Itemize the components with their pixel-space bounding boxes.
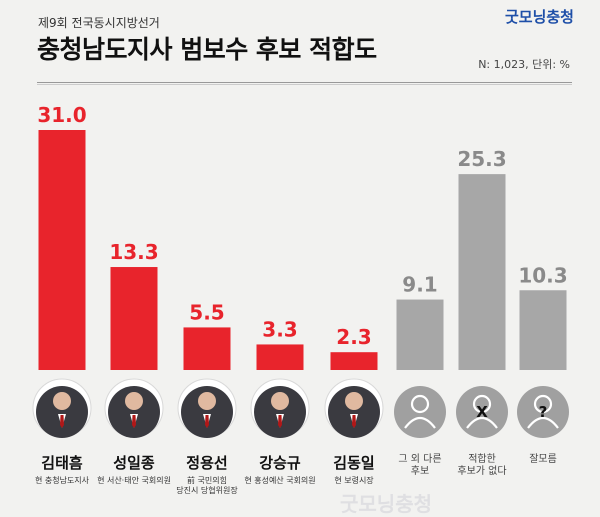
politician-photo-icon [254, 386, 306, 438]
face-icon [125, 392, 143, 410]
candidate-title: 현 충청남도지사 [35, 476, 90, 485]
brand-logo: 굿모닝충청 [504, 8, 574, 26]
bar [183, 327, 231, 370]
bar [110, 267, 158, 370]
header: 제9회 전국동시지방선거 충청남도지사 범보수 후보 적합도 굿모닝충청 N: … [0, 0, 600, 80]
bar [38, 130, 86, 370]
bar [396, 299, 444, 370]
election-eyebrow: 제9회 전국동시지방선거 [38, 16, 160, 30]
person-head-icon [533, 394, 553, 414]
candidate-title: 당진시 당협위원장 [176, 485, 238, 495]
data-label: 9.1 [402, 273, 437, 297]
bar [330, 352, 378, 370]
response-label: 후보가 없다 [457, 464, 506, 477]
bar [519, 290, 567, 370]
candidate-title: 현 보령시장 [334, 475, 374, 485]
person-body-icon [404, 416, 436, 429]
face-icon [53, 392, 71, 410]
candidate-name: 강승규 [259, 454, 301, 472]
politician-photo-icon [328, 386, 380, 438]
response-label: 적합한 [468, 453, 496, 465]
tie-icon [352, 415, 356, 428]
candidate-name: 성일종 [113, 454, 155, 472]
page-title: 충청남도지사 범보수 후보 적합도 [37, 35, 377, 64]
tie-icon [132, 415, 136, 428]
response-label: 잘모름 [529, 453, 557, 465]
question-icon: ? [539, 403, 548, 421]
politician-photo-icon [181, 386, 233, 438]
watermark: 굿모닝충청 [340, 492, 432, 516]
politician-photo-icon [108, 386, 160, 438]
candidate-name: 정용선 [186, 454, 227, 472]
data-label: 3.3 [262, 317, 297, 341]
person-body-icon [466, 416, 498, 429]
sample-meta: N: 1,023, 단위: % [478, 58, 570, 71]
data-label: 31.0 [37, 103, 86, 127]
politician-photo-icon [36, 386, 88, 438]
face-icon [345, 392, 363, 410]
data-label: 13.3 [109, 240, 158, 264]
candidate-name: 김태흠 [41, 454, 83, 472]
divider [37, 84, 572, 85]
face-icon [271, 392, 289, 410]
person-head-icon [472, 394, 492, 414]
bar [256, 344, 304, 370]
tie-icon [205, 415, 209, 428]
data-label: 10.3 [518, 263, 567, 287]
person-body-icon [527, 416, 559, 429]
response-label: 후보 [411, 465, 429, 477]
data-label: 2.3 [336, 325, 371, 349]
divider [37, 82, 572, 83]
response-label: 그 외 다른 [398, 453, 441, 465]
candidate-title: 현 홍성예산 국회의원 [244, 475, 315, 485]
data-label: 5.5 [189, 300, 224, 324]
bar [458, 174, 506, 370]
tie-icon [60, 415, 64, 428]
tie-icon [278, 415, 282, 428]
candidate-name: 김동일 [333, 454, 374, 472]
candidate-title: 前 국민의힘 [187, 475, 227, 485]
data-label: 25.3 [457, 147, 506, 171]
face-icon [198, 392, 216, 410]
x-icon: X [476, 403, 488, 421]
person-head-icon [410, 394, 430, 414]
candidate-title: 현 서산·태안 국회의원 [97, 475, 171, 485]
